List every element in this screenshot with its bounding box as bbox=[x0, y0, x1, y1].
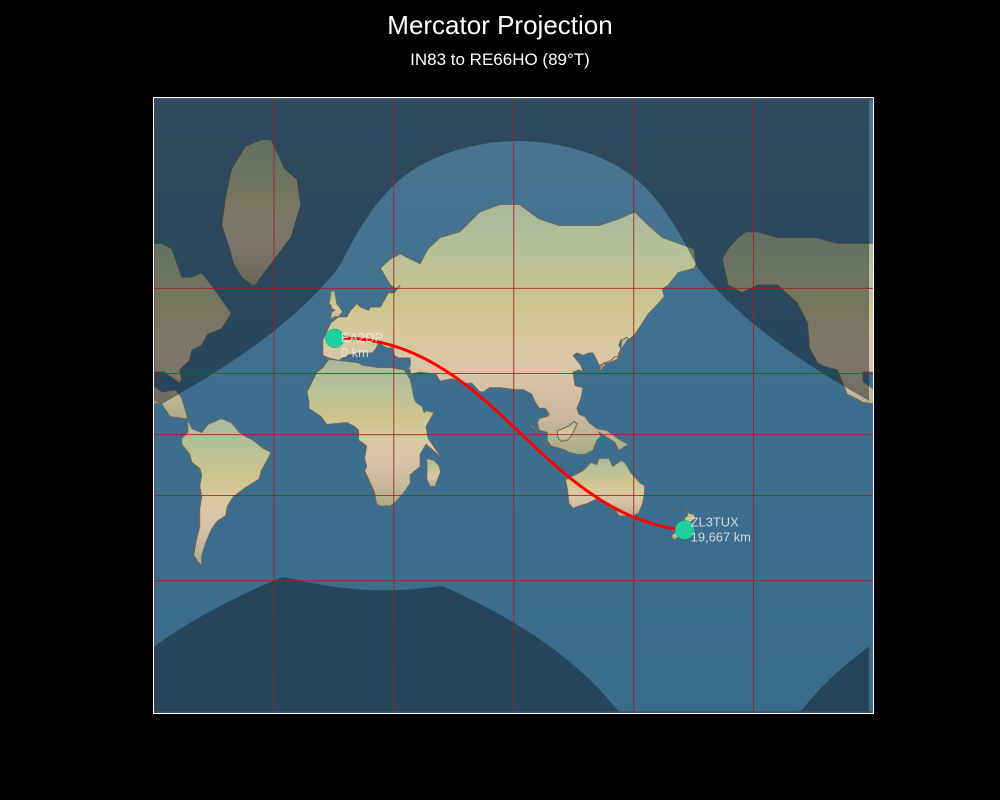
svg-text:ZL3TUX: ZL3TUX bbox=[690, 514, 738, 529]
svg-text:0 km: 0 km bbox=[341, 345, 369, 360]
svg-text:EA2DP: EA2DP bbox=[341, 330, 383, 345]
svg-text:19,667 km: 19,667 km bbox=[690, 529, 750, 544]
